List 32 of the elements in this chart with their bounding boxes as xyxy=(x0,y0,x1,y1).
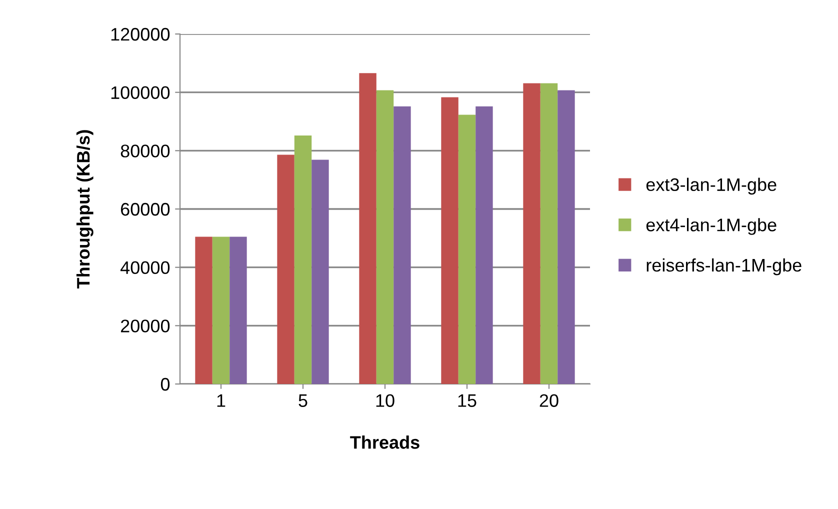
y-tick-label: 40000 xyxy=(120,261,170,274)
bar xyxy=(312,160,329,384)
bar xyxy=(376,90,394,384)
bar xyxy=(212,236,230,384)
bar xyxy=(294,136,312,384)
bar xyxy=(359,73,376,384)
y-axis-title: Throughput (KB/s) xyxy=(76,130,94,289)
x-tick-label: 10 xyxy=(376,394,394,407)
x-tick-label: 1 xyxy=(217,394,226,407)
y-tick-label: 100000 xyxy=(111,86,170,100)
bar xyxy=(523,83,540,384)
y-tick-label: 120000 xyxy=(111,28,170,41)
legend-label: reiserfs-lan-1M-gbe xyxy=(646,258,802,276)
bar xyxy=(441,97,458,384)
bar xyxy=(230,236,247,384)
y-tick-label: 0 xyxy=(160,378,170,391)
bar xyxy=(277,154,294,384)
x-tick-label: 5 xyxy=(298,394,308,407)
legend-label: ext4-lan-1M-gbe xyxy=(646,218,776,235)
bar xyxy=(458,114,476,384)
bar xyxy=(195,236,212,384)
bar xyxy=(540,83,558,384)
legend-label: ext3-lan-1M-gbe xyxy=(646,178,776,195)
y-tick-label: 60000 xyxy=(120,202,170,216)
bar xyxy=(394,106,411,384)
y-tick-label: 20000 xyxy=(120,320,170,332)
y-tick-label: 80000 xyxy=(120,144,170,158)
bar xyxy=(558,90,575,384)
x-tick-label: 20 xyxy=(540,394,558,407)
x-tick-label: 15 xyxy=(458,394,476,407)
x-axis-title: Threads xyxy=(350,436,420,449)
bar xyxy=(476,106,493,384)
